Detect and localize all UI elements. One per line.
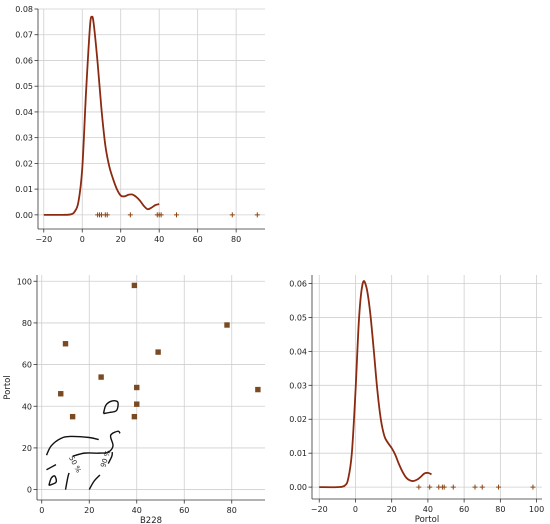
contour-label: 50 % [67,455,83,475]
x-tick-label: 80 [227,506,237,515]
y-tick-label: 0 [27,486,32,495]
y-tick-label: 20 [22,444,32,453]
y-tick-label: 0.06 [15,56,33,65]
y-tick-label: 0.06 [289,279,307,288]
scatter-point [62,341,69,347]
y-tick-label: 0.07 [15,31,33,40]
x-tick-label: 40 [423,505,433,514]
rug-marker [104,212,110,218]
x-tick-label: 60 [459,505,469,514]
scatter-point [134,401,140,407]
x-axis-label: B228 [140,516,162,524]
rug-marker [450,484,456,490]
y-tick-label: 0.01 [15,185,33,194]
kde-portol-plot: −20 0 20 40 60 80 100 0.00 0.01 0.02 0.03 0.04 0.05 0… [289,275,544,524]
kde-b228-plot: −20 0 20 40 60 80 0.00 0.01 0.02 0.03 0.04 0.05 0.06… [15,5,265,244]
rug-marker [496,484,502,490]
density-contour [46,463,57,471]
density-contour [72,430,121,457]
rug-marker [229,212,235,218]
scatter-point [134,384,140,391]
y-tick-label: 80 [22,319,32,328]
density-contour [102,400,119,415]
x-tick-label: −20 [311,505,328,514]
x-tick-label: 20 [84,506,94,515]
scatter-point [155,349,161,355]
rug-marker [127,212,133,218]
x-tick-label: 0 [39,506,44,515]
y-tick-label: 0.08 [15,5,33,14]
x-tick-label: 60 [179,506,189,515]
y-tick-label: 0.01 [289,449,307,458]
density-curve [43,15,160,216]
rug-marker [479,484,485,490]
x-tick-label: 40 [132,506,142,515]
y-tick-label: 40 [22,402,32,411]
density-contour [45,435,99,456]
x-axis-label: Portol [415,515,439,524]
scatter-point [98,374,104,380]
x-tick-label: 0 [353,505,358,514]
rug-marker [472,484,478,490]
y-tick-label: 60 [22,361,32,370]
rug-marker [174,212,180,218]
y-tick-label: 0.04 [289,347,307,356]
y-tick-label: 0.00 [15,211,33,220]
scatter-point [255,386,261,393]
x-tick-label: 60 [193,235,203,244]
density-curve [319,280,432,489]
scatter-point [131,282,138,289]
density-contour [88,474,101,490]
y-tick-label: 0.00 [289,483,307,492]
y-tick-label: 0.05 [289,313,307,322]
rug-marker [416,484,422,490]
y-tick-label: 0.03 [289,381,307,390]
x-tick-label: 20 [387,505,397,514]
y-tick-label: 100 [17,277,32,286]
rug-marker [530,484,536,490]
density-contour [64,472,70,490]
y-tick-label: 0.05 [15,82,33,91]
x-tick-label: −20 [35,235,52,244]
x-tick-label: 100 [529,505,544,514]
density-contour [48,475,58,487]
x-tick-label: 0 [80,235,85,244]
y-tick-label: 0.02 [289,415,307,424]
y-tick-label: 0.04 [15,108,33,117]
rug-marker [158,212,164,218]
x-tick-label: 80 [231,235,241,244]
y-tick-label: 0.03 [15,134,33,143]
y-axis-label: Portol [3,375,13,399]
x-tick-label: 20 [116,235,126,244]
x-tick-label: 80 [495,505,505,514]
x-tick-label: 40 [154,235,164,244]
rug-marker [441,484,447,490]
scatter-point [69,413,76,420]
rug-marker [427,484,433,490]
scatter-point [58,391,64,397]
scatter-point [224,322,230,328]
y-tick-label: 0.02 [15,159,33,168]
scatter-point [131,413,138,420]
rug-marker [254,212,260,218]
density-contour [107,452,113,464]
